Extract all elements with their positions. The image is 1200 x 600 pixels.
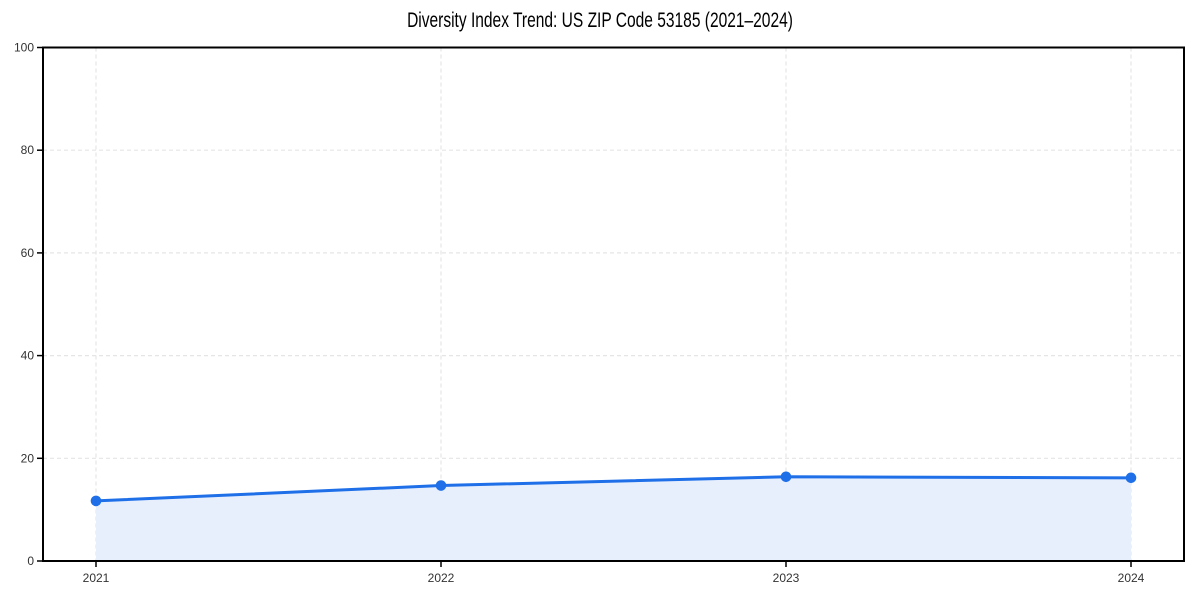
x-tick-label: 2024 xyxy=(1118,571,1145,585)
x-tick-label: 2023 xyxy=(773,571,800,585)
chart-title: Diversity Index Trend: US ZIP Code 53185… xyxy=(407,9,793,32)
plot-spines xyxy=(42,46,1185,562)
y-tick-label: 100 xyxy=(14,41,34,55)
data-point-2024 xyxy=(1125,472,1137,484)
x-tick-label: 2022 xyxy=(428,571,455,585)
data-point-2022 xyxy=(435,480,447,491)
x-tick-label: 2021 xyxy=(83,571,110,585)
y-tick-label: 20 xyxy=(21,451,35,465)
area-fill xyxy=(96,476,1131,561)
y-tick-label: 60 xyxy=(21,246,35,260)
trend-line xyxy=(94,475,1133,503)
data-point-2021 xyxy=(90,495,102,507)
y-tick-label: 80 xyxy=(21,143,35,157)
y-tick-label: 40 xyxy=(21,349,35,363)
data-point-2023 xyxy=(780,471,792,483)
y-tick-label: 0 xyxy=(27,554,34,568)
